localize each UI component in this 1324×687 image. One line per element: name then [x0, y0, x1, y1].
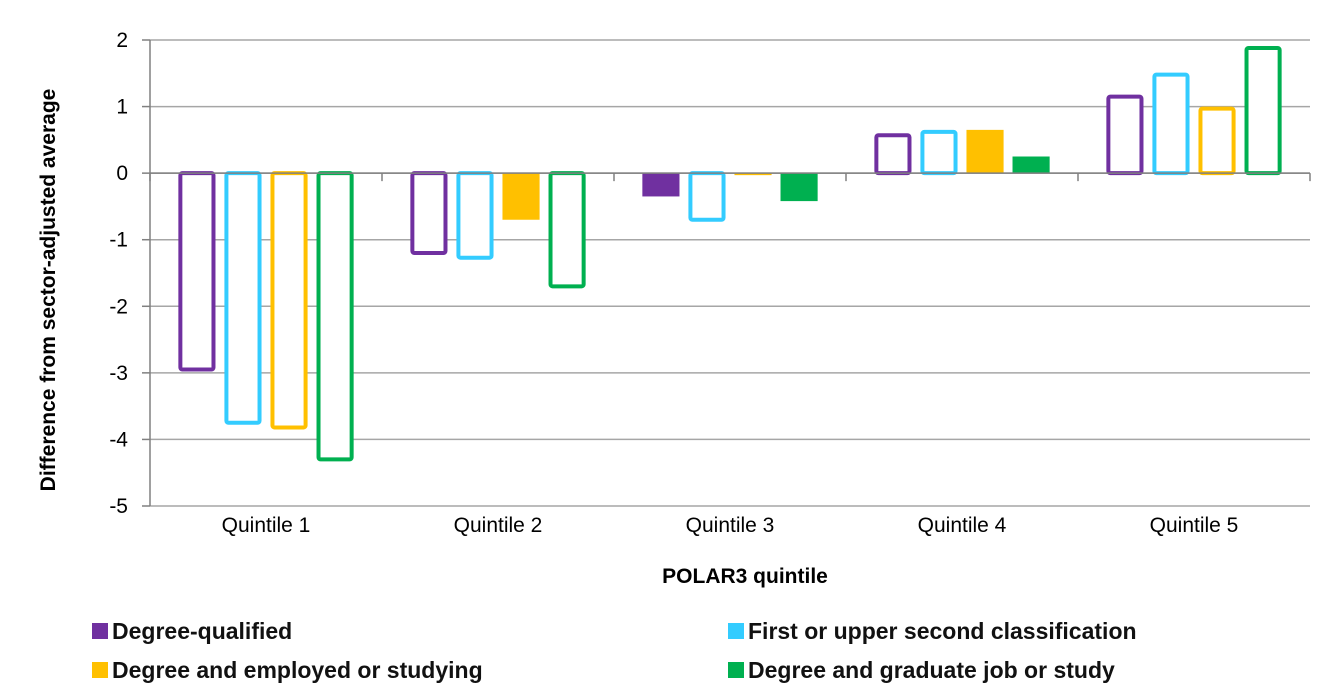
x-category-label: Quintile 2 [454, 514, 543, 537]
bar-first-or-upper-second-classification-4 [920, 129, 958, 176]
legend-label: Degree and graduate job or study [748, 656, 1115, 683]
legend-item: Degree and graduate job or study [728, 653, 1115, 687]
bar-first-or-upper-second-classification-5 [1152, 72, 1190, 176]
bar-chart-plot: -5 -4 -3 -2 -1 0 1 2 Quintile 1 Quintile 2 Quintil… [37, 29, 1311, 588]
bar-first-or-upper-second-classification-3 [688, 171, 726, 222]
legend-swatch [728, 662, 744, 678]
legend-label: Degree and employed or studying [112, 656, 483, 683]
legend-item: First or upper second classification [728, 614, 1137, 648]
bar-degree-qualified-4 [874, 133, 912, 176]
bar-degree-and-employed-or-studying-5 [1198, 106, 1236, 176]
x-category-label: Quintile 1 [222, 514, 311, 537]
y-tick-label: 0 [116, 162, 128, 185]
bar-degree-qualified-1 [178, 171, 216, 372]
bar-degree-and-employed-or-studying-4 [966, 129, 1004, 174]
bar-degree-and-graduate-job-or-study-3 [780, 173, 818, 202]
bar-degree-qualified-5 [1106, 94, 1144, 176]
y-axis-title: Difference from sector-adjusted average [37, 89, 60, 492]
y-tick-label: 1 [116, 96, 128, 119]
legend-item: Degree and employed or studying [92, 653, 483, 687]
x-category-label: Quintile 3 [686, 514, 775, 537]
legend-label: Degree-qualified [112, 617, 293, 644]
y-tick-label: -1 [109, 229, 128, 252]
bar-first-or-upper-second-classification-1 [224, 171, 262, 425]
bar-degree-and-graduate-job-or-study-1 [316, 171, 354, 462]
bar-first-or-upper-second-classification-2 [456, 171, 494, 260]
bar-degree-and-employed-or-studying-1 [270, 171, 308, 430]
bar-degree-qualified-3 [642, 173, 680, 197]
legend-swatch [92, 662, 108, 678]
x-category-label: Quintile 5 [1150, 514, 1239, 537]
bar-degree-qualified-2 [410, 171, 448, 256]
legend-swatch [92, 623, 108, 639]
bar-degree-and-graduate-job-or-study-2 [548, 171, 586, 289]
bar-degree-and-graduate-job-or-study-5 [1244, 45, 1282, 176]
y-tick-label: -5 [109, 495, 128, 518]
legend: Degree-qualified First or upper second cl… [92, 612, 1292, 687]
legend-label: First or upper second classification [748, 617, 1137, 644]
y-tick-label: -4 [109, 428, 128, 451]
legend-item: Degree-qualified [92, 614, 292, 648]
y-tick-label: 2 [116, 29, 128, 52]
bar-degree-and-employed-or-studying-3 [734, 173, 772, 176]
legend-swatch [728, 623, 744, 639]
x-axis-title: POLAR3 quintile [662, 565, 828, 588]
x-category-label: Quintile 4 [918, 514, 1007, 537]
bar-degree-and-graduate-job-or-study-4 [1012, 156, 1050, 174]
y-tick-label: -2 [109, 295, 128, 318]
y-tick-label: -3 [109, 362, 128, 385]
bar-degree-and-employed-or-studying-2 [502, 173, 540, 220]
